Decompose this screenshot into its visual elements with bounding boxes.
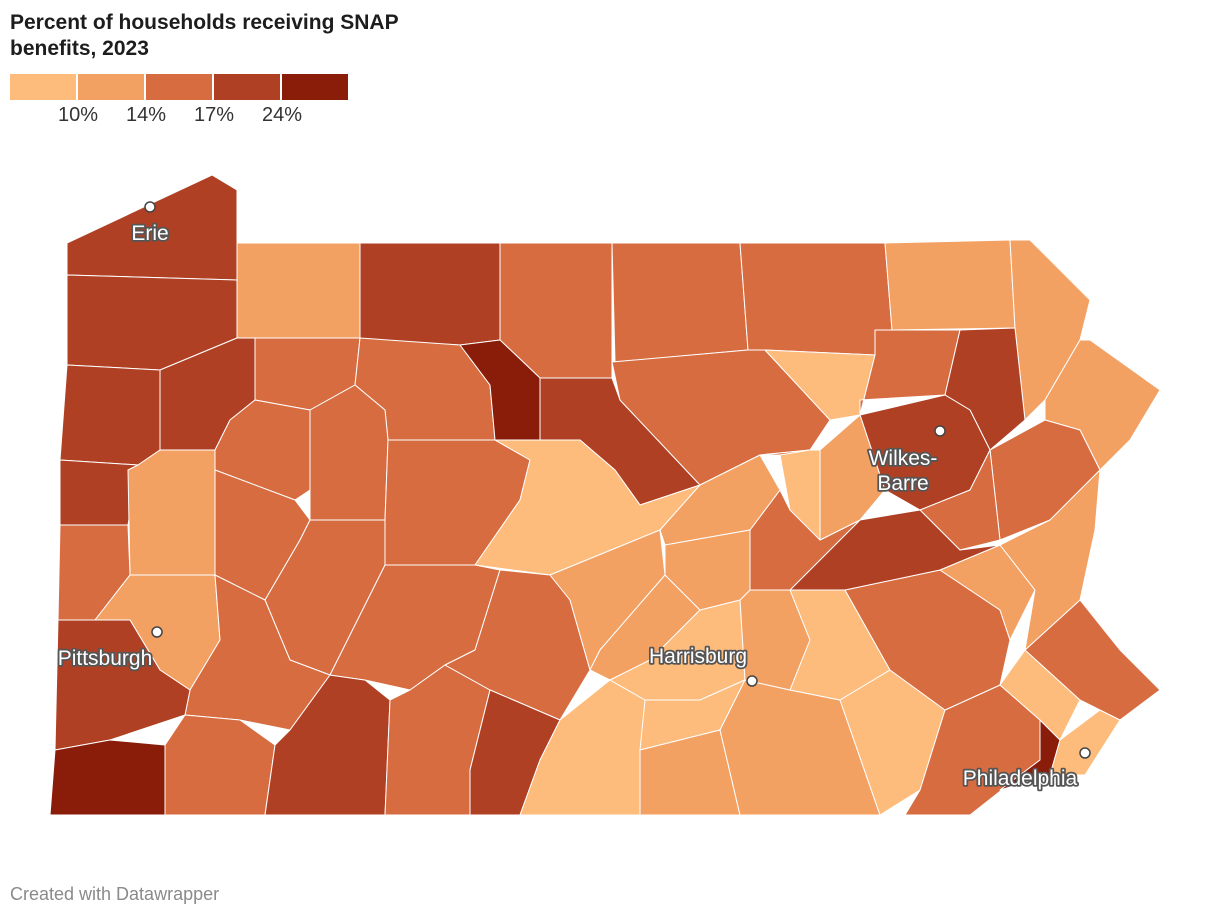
county[interactable] (359, 242, 501, 346)
legend-tick: 10% (57, 104, 99, 126)
county[interactable] (236, 242, 361, 339)
county[interactable] (164, 714, 276, 816)
legend (10, 74, 350, 100)
legend-tick: 17% (193, 104, 235, 126)
legend-swatch-1 (10, 74, 76, 100)
county[interactable] (309, 384, 389, 521)
county[interactable] (789, 509, 1001, 591)
county[interactable] (49, 739, 166, 816)
county[interactable] (884, 239, 1016, 331)
county[interactable] (66, 174, 238, 281)
city-label: Harrisburg (649, 645, 747, 668)
county[interactable] (919, 449, 1001, 551)
legend-swatch-4 (214, 74, 280, 100)
footer-credit: Created with Datawrapper (10, 884, 220, 904)
city-marker (934, 425, 946, 437)
city-label: Wilkes-Barre (869, 447, 938, 495)
legend-tick: 14% (125, 104, 167, 126)
county[interactable] (59, 364, 161, 466)
county[interactable] (1024, 599, 1161, 721)
city-marker (151, 626, 163, 638)
city-label: Erie (131, 222, 168, 245)
county[interactable] (59, 459, 139, 526)
legend-ticks: 10% 14% 17% 24% (10, 104, 350, 128)
city-marker (746, 675, 758, 687)
county[interactable] (184, 574, 331, 731)
county[interactable] (611, 242, 749, 363)
county[interactable] (664, 529, 751, 611)
legend-tick: 24% (261, 104, 303, 126)
legend-swatch-2 (78, 74, 144, 100)
map-title: Percent of households receiving SNAP ben… (10, 11, 399, 60)
county[interactable] (999, 469, 1101, 651)
city-marker (144, 201, 156, 213)
legend-swatch-5 (282, 74, 348, 100)
city-label: Pittsburgh (58, 647, 153, 670)
city-marker (1079, 747, 1091, 759)
county[interactable] (264, 674, 391, 816)
legend-swatch-3 (146, 74, 212, 100)
county[interactable] (779, 449, 821, 541)
county[interactable] (1049, 709, 1121, 776)
county[interactable] (739, 242, 893, 356)
county[interactable] (127, 449, 216, 576)
city-label: Philadelphia (963, 767, 1078, 790)
county[interactable] (999, 649, 1081, 741)
